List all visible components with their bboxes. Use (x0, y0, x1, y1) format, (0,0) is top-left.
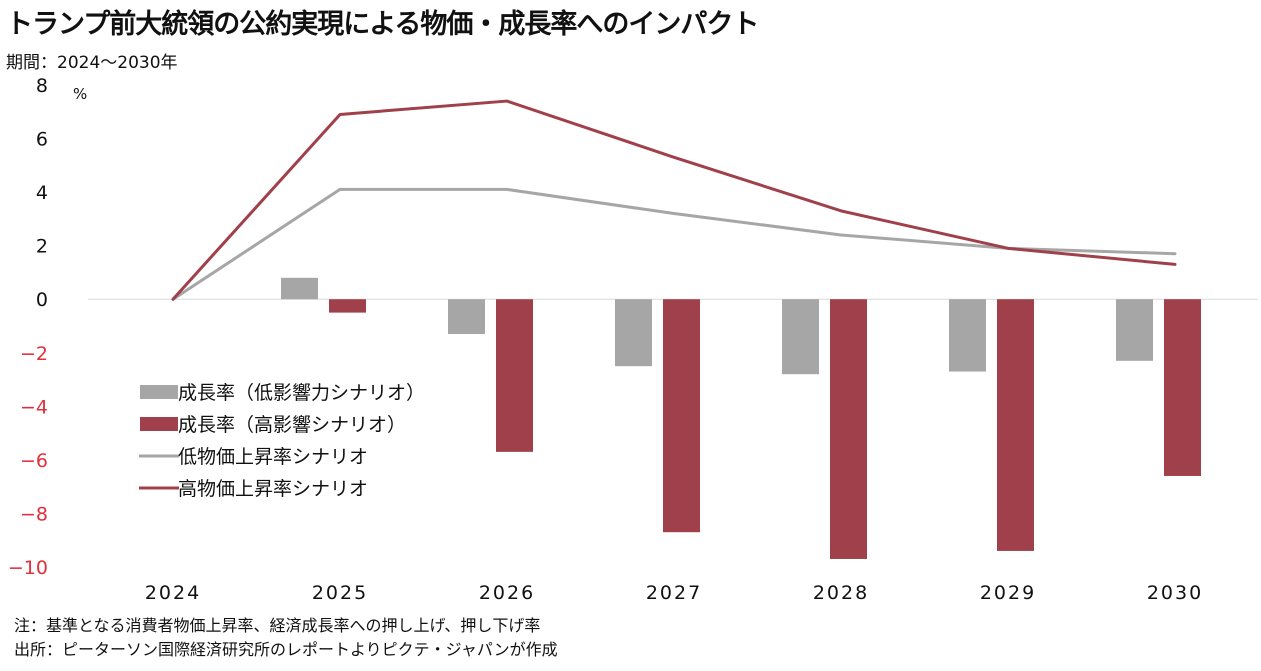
legend: 成長率（低影響力シナリオ） 成長率（高影響シナリオ） 低物価上昇率シナリオ高物価上昇… (139, 382, 425, 500)
y-tick-label: 6 (36, 129, 48, 151)
y-tick-label: −2 (20, 343, 48, 365)
bar-growth-high (1164, 299, 1201, 476)
bar-growth-low (949, 299, 986, 372)
legend-label: 高物価上昇率シナリオ (178, 478, 368, 500)
y-tick-label: 8 (36, 75, 48, 97)
chart-title: トランプ前大統領の公約実現による物価・成長率へのインパクト (6, 9, 759, 40)
bar-growth-low (615, 299, 652, 367)
y-tick-label: −6 (20, 450, 48, 472)
x-tick-label: 2030 (1147, 582, 1203, 604)
bar-growth-low (782, 299, 819, 375)
line-inflation-high (171, 99, 1177, 301)
legend-label: 低物価上昇率シナリオ (178, 446, 368, 468)
line-inflation-low (171, 187, 1177, 301)
y-tick-label: 4 (36, 182, 48, 204)
bar-growth-low (448, 299, 485, 335)
legend-swatch-bar (140, 417, 178, 431)
bar-series (281, 277, 1201, 559)
bar-growth-high (663, 299, 700, 533)
note-text: 注：基準となる消費者物価上昇率、経済成長率への押し上げ、押し下げ率 (14, 616, 541, 635)
y-tick-label: −10 (8, 557, 48, 579)
chart-subtitle: 期間：2024～2030年 (6, 53, 178, 73)
legend-swatch-bar (140, 385, 178, 399)
legend-label: 成長率（高影響シナリオ） (178, 414, 406, 436)
x-tick-label: 2026 (479, 582, 535, 604)
line-series (171, 99, 1177, 301)
source-text: 出所：ピーターソン国際経済研究所のレポートよりピクテ・ジャパンが作成 (14, 640, 558, 659)
y-tick-label: −8 (20, 503, 48, 525)
bar-growth-low (1116, 299, 1153, 361)
x-tick-label: 2025 (312, 582, 368, 604)
y-tick-label: −4 (20, 396, 48, 418)
footnotes: 注：基準となる消費者物価上昇率、経済成長率への押し上げ、押し下げ率 出所：ピータ… (14, 614, 558, 662)
bar-growth-high (496, 299, 533, 452)
bar-growth-high (997, 299, 1034, 551)
x-tick-label: 2027 (646, 582, 702, 604)
legend-label: 成長率（低影響力シナリオ） (178, 382, 425, 404)
y-unit-label: % (73, 85, 87, 103)
x-axis: 2024 2025 2026 2027 2028 2029 2030 (145, 582, 1203, 604)
bar-growth-high (830, 299, 867, 559)
x-tick-label: 2028 (813, 582, 869, 604)
bar-growth-low (281, 277, 318, 300)
y-tick-label: 2 (36, 236, 48, 258)
y-tick-label: 0 (36, 289, 48, 311)
x-tick-label: 2024 (145, 582, 201, 604)
bar-growth-high (329, 299, 366, 313)
x-tick-label: 2029 (980, 582, 1036, 604)
